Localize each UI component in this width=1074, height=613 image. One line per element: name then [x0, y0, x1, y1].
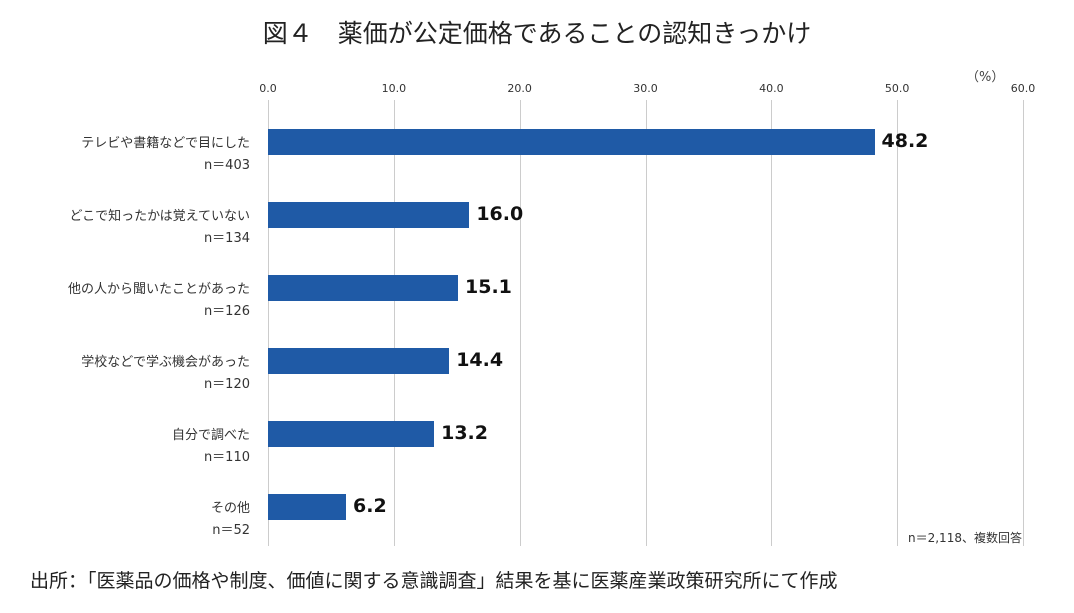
gridline: [1023, 100, 1024, 546]
category-label: テレビや書籍などで目にした: [81, 136, 250, 151]
data-label: 16.0: [476, 203, 524, 225]
category-label: どこで知ったかは覚えていない: [69, 209, 250, 224]
sample-note: n＝2,118、複数回答: [908, 531, 1022, 545]
x-tick-label: 40.0: [759, 82, 784, 95]
category-n-label: n＝120: [203, 377, 250, 392]
bar: [268, 129, 875, 155]
bar: [268, 494, 347, 520]
data-label: 13.2: [441, 422, 488, 444]
data-label: 15.1: [465, 276, 512, 298]
gridline: [268, 100, 269, 546]
category-n-label: n＝134: [203, 231, 250, 246]
bar: [268, 275, 458, 301]
unit-label: （%）: [966, 70, 1005, 85]
gridline: [897, 100, 899, 546]
gridline: [393, 100, 395, 546]
gridline: [771, 100, 773, 546]
bar: [268, 202, 470, 228]
x-tick-label: 50.0: [884, 82, 910, 95]
data-label: 6.2: [353, 495, 387, 517]
category-n-label: n＝52: [212, 523, 250, 538]
category-n-label: n＝126: [203, 304, 250, 319]
x-tick-label: 10.0: [381, 82, 407, 95]
chart-title: 図４ 薬価が公定価格であることの認知きっかけ: [262, 19, 812, 48]
category-n-label: n＝403: [203, 158, 250, 173]
category-n-label: n＝110: [203, 450, 250, 465]
bar: [268, 348, 450, 374]
category-label: その他: [210, 501, 250, 516]
gridline: [519, 100, 521, 546]
category-label: 学校などで学ぶ機会があった: [81, 355, 250, 370]
gridline: [645, 100, 647, 546]
source-note: 出所：「医薬品の価格や制度、価値に関する意識調査」結果を基に医薬産業政策研究所に…: [30, 570, 838, 592]
data-label: 14.4: [456, 349, 504, 371]
category-label: 自分で調べた: [171, 428, 250, 443]
x-tick-label: 30.0: [633, 82, 658, 95]
bar: [268, 421, 435, 447]
data-label: 48.2: [881, 130, 929, 152]
x-tick-label: 20.0: [507, 82, 532, 95]
category-label: 他の人から聞いたことがあった: [67, 282, 250, 297]
x-tick-label: 0.0: [259, 82, 277, 95]
x-tick-label: 60.0: [1010, 82, 1036, 95]
